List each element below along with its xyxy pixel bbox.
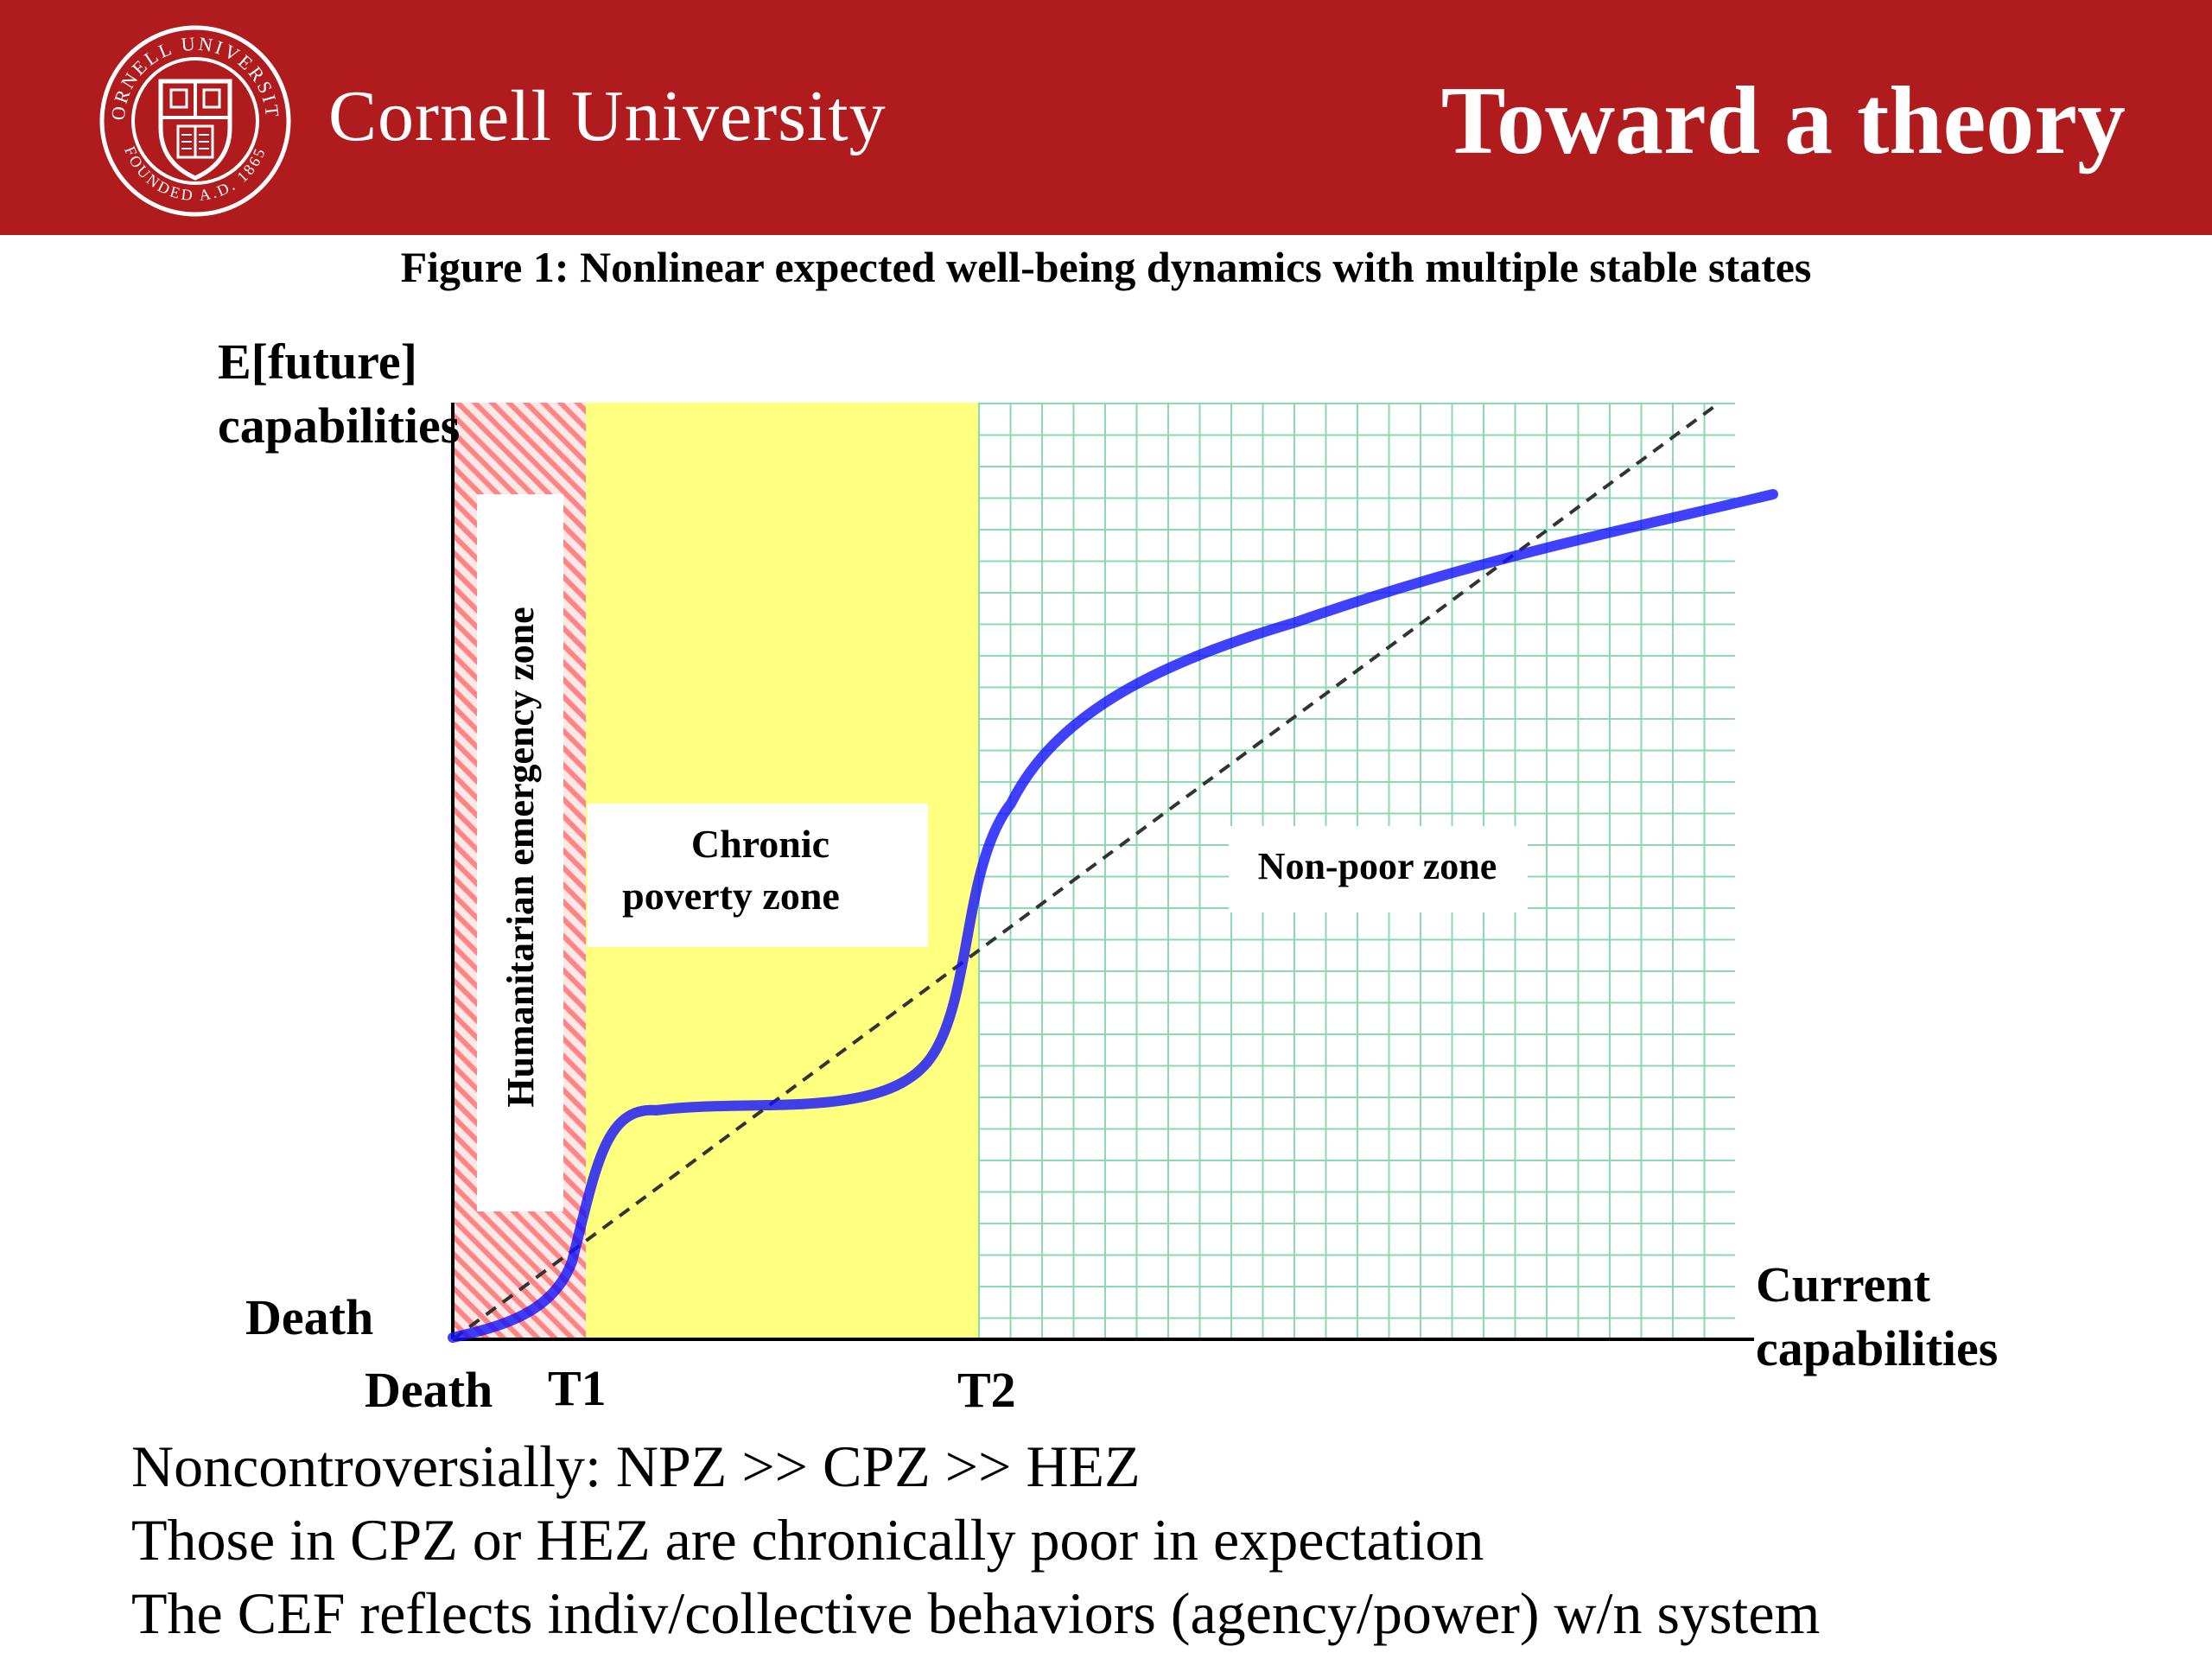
x-tick-t2: T2 <box>957 1362 1016 1418</box>
chronic-zone-label-line1: Chronic <box>691 822 830 866</box>
x-axis-label-line2: capabilities <box>1756 1320 1998 1376</box>
cornell-seal-icon: CORNELL UNIVERSITY FOUNDED A.D. 1865 <box>99 24 291 217</box>
header-bar: CORNELL UNIVERSITY FOUNDED A.D. 1865 Cor… <box>0 0 2212 235</box>
nonpoor-zone-label: Non-poor zone <box>1258 845 1497 887</box>
x-tick-t1: T1 <box>548 1360 607 1416</box>
expected-wellbeing-curve <box>448 489 1778 1343</box>
humanitarian-label-box <box>477 494 563 1211</box>
chronic-zone-label-line2: poverty zone <box>622 874 840 918</box>
y-axis-label-line1: E[future] <box>218 334 417 390</box>
slide-title: Toward a theory <box>1440 67 2126 175</box>
figure-caption: Figure 1: Nonlinear expected well-being … <box>400 243 1812 291</box>
bullet-list: Noncontroversially: NPZ >> CPZ >> HEZ Th… <box>131 1430 1820 1650</box>
humanitarian-zone-label: Humanitarian emergency zone <box>499 607 542 1107</box>
y-axis-label-line2: capabilities <box>218 397 460 454</box>
bullet-item: Noncontroversially: NPZ >> CPZ >> HEZ <box>131 1433 1141 1499</box>
x-axis-label-line1: Current <box>1756 1256 1931 1313</box>
chronic-label-box <box>588 804 928 947</box>
x-tick-death: Death <box>365 1362 493 1418</box>
bullet-item: The CEF reflects indiv/collective behavi… <box>131 1580 1821 1646</box>
brand-name: Cornell University <box>328 76 887 156</box>
nonpoor-label-box <box>1229 826 1528 912</box>
y-origin-label: Death <box>245 1289 373 1345</box>
bullet-item: Those in CPZ or HEZ are chronically poor… <box>131 1507 1484 1573</box>
